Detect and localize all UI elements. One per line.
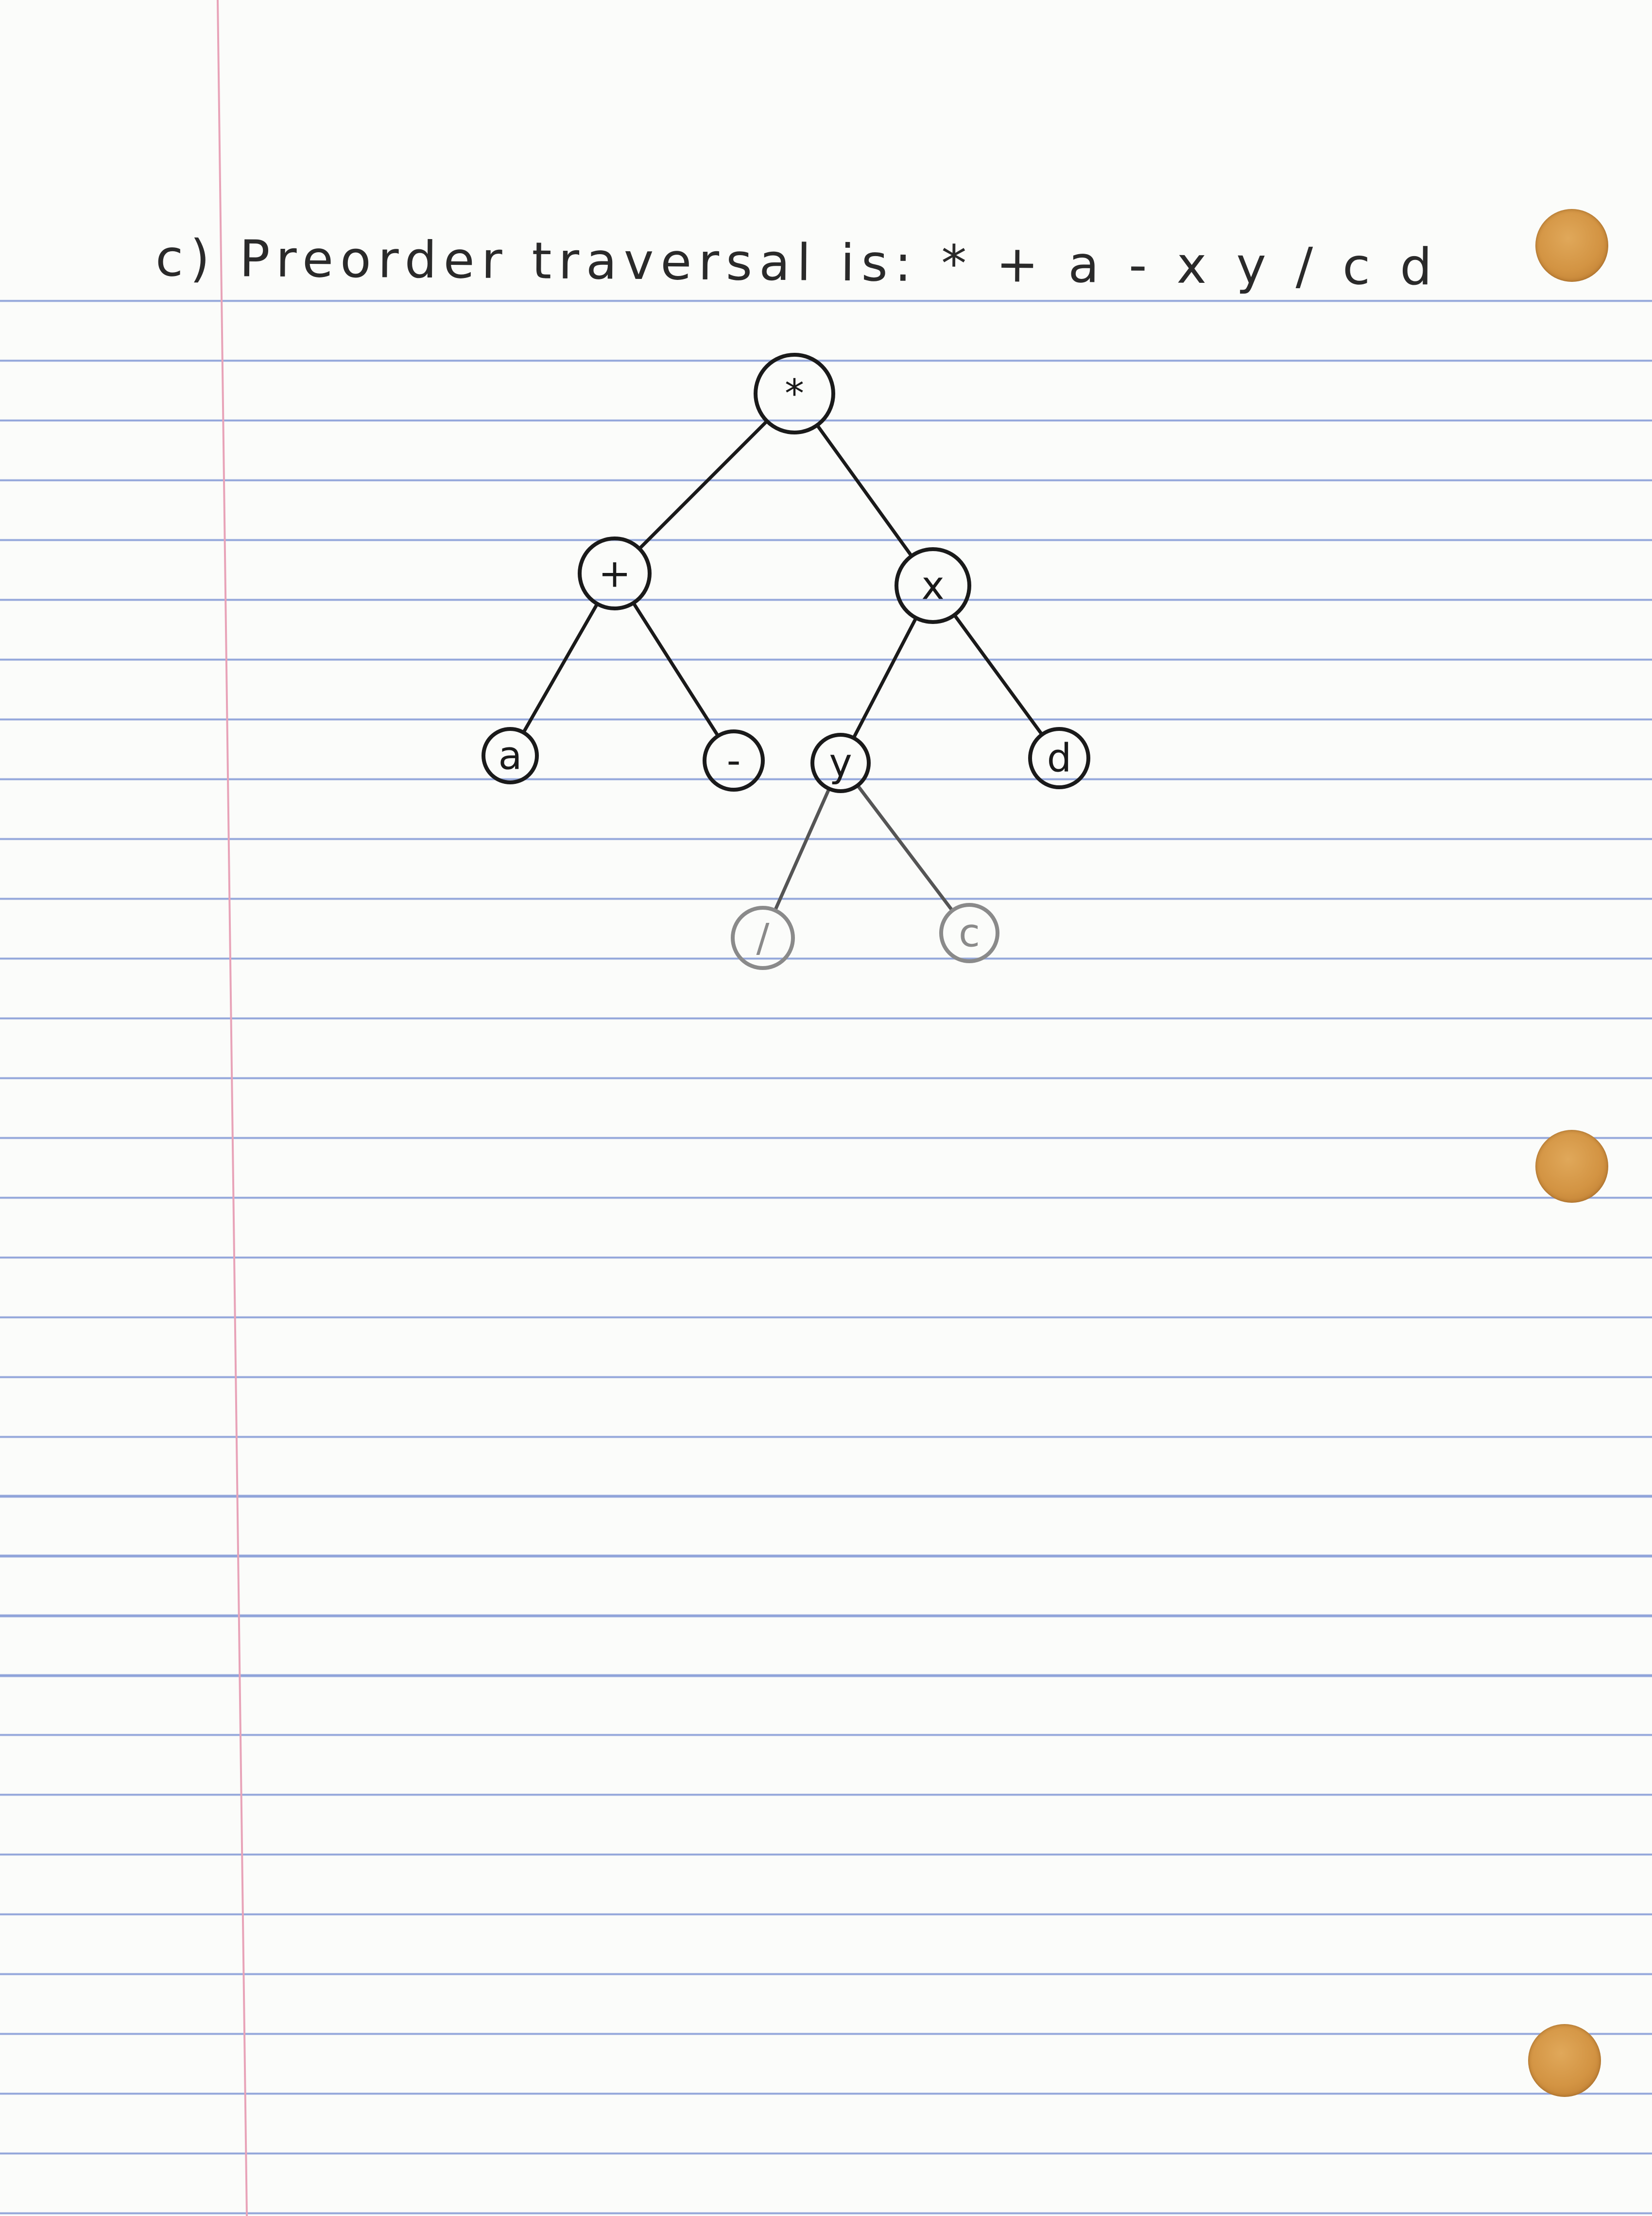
- tree-nodes: * + x a - y d / c: [482, 353, 1090, 970]
- tree-node-circle-slash: [731, 906, 795, 970]
- tree-node-circle-c: [939, 903, 999, 963]
- tree-node-circle-star: [754, 353, 835, 434]
- tree-node-label-minus: -: [727, 738, 741, 783]
- punch-hole-middle: [1535, 1130, 1608, 1203]
- tree-node-circle-d: [1028, 727, 1090, 789]
- tree-node-star: *: [754, 353, 835, 434]
- tree-node-a: a: [482, 727, 539, 784]
- tree-edge-star-x: [815, 423, 913, 558]
- tree-node-label-c: c: [959, 911, 980, 956]
- tree-node-plus: +: [578, 537, 652, 610]
- tree-edge-plus-a: [521, 602, 599, 734]
- tree-node-x: x: [895, 547, 971, 624]
- tree-edge-star-plus: [637, 419, 769, 551]
- tree-node-label-a: a: [498, 733, 522, 779]
- tree-node-circle-y: [810, 733, 871, 793]
- tree-edge-x-y: [852, 616, 918, 740]
- tree-node-circle-plus: [578, 537, 652, 610]
- tree-edges: [521, 419, 1044, 913]
- tree-node-label-slash: /: [757, 916, 770, 961]
- tree-node-circle-x: [895, 547, 971, 624]
- punch-hole-top: [1535, 209, 1608, 282]
- tree-edge-plus-minus: [632, 601, 720, 738]
- tree-node-label-y: y: [829, 741, 852, 786]
- tree-edge-x-d: [952, 613, 1044, 737]
- tree-node-minus: -: [703, 729, 765, 792]
- punch-hole-bottom: [1528, 2024, 1601, 2097]
- tree-edge-y-slash: [773, 787, 831, 912]
- tree-edge-y-c: [856, 783, 954, 913]
- tree-node-label-x: x: [921, 563, 944, 608]
- tree-node-label-plus: +: [598, 551, 631, 596]
- tree-node-y: y: [810, 733, 871, 793]
- tree-node-c: c: [939, 903, 999, 963]
- tree-node-d: d: [1028, 727, 1090, 789]
- paper-top-blank: [0, 0, 1652, 243]
- tree-node-circle-minus: [703, 729, 765, 792]
- tree-node-label-star: *: [785, 371, 804, 416]
- tree-node-slash: /: [731, 906, 795, 970]
- red-margin-rule: [217, 0, 248, 2216]
- tree-node-label-d: d: [1047, 736, 1072, 781]
- tree-node-circle-a: [482, 727, 539, 784]
